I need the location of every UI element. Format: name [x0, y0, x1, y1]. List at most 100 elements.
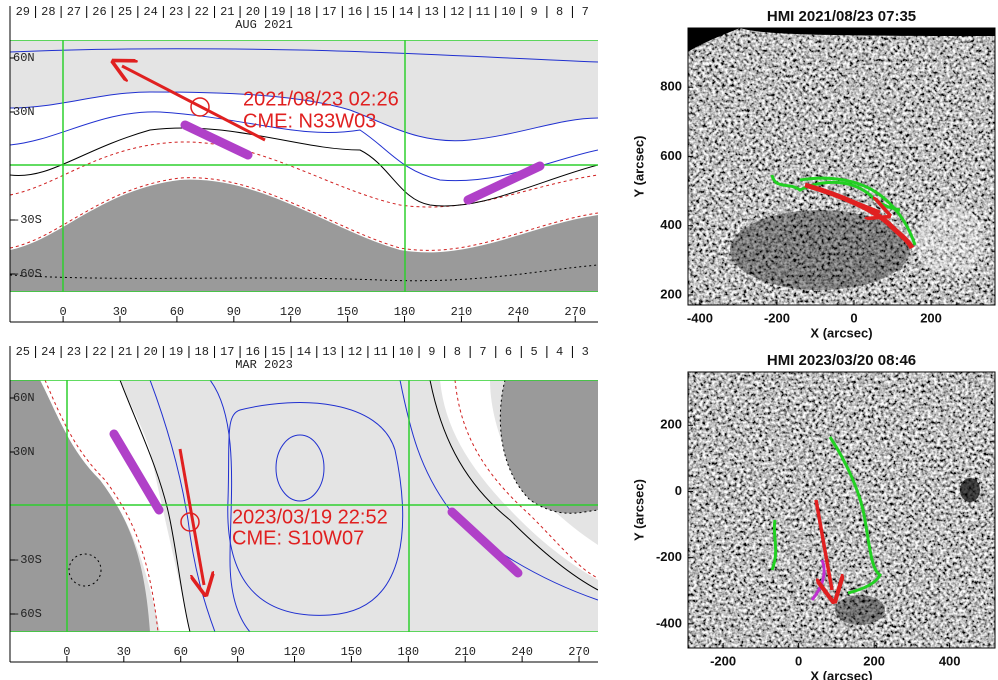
x-tick-label: 90 — [230, 645, 244, 659]
top-label: 20 — [143, 345, 157, 359]
top-label: 10 — [399, 345, 413, 359]
x-tick-label: 150 — [341, 645, 363, 659]
x-tick-label: -200 — [764, 310, 790, 325]
top-label: 25 — [16, 345, 30, 359]
y-tick-label: 60N — [13, 391, 35, 405]
top-label: 26 — [92, 5, 106, 19]
x-axis-label: X (arcsec) — [810, 325, 872, 340]
y-tick-label: -200 — [656, 549, 682, 564]
x-tick-label: 200 — [920, 310, 942, 325]
annotation: CME: S10W07 — [232, 527, 364, 549]
top-label: 5 — [530, 345, 537, 359]
top-label: 11 — [476, 5, 490, 19]
x-tick-label: -200 — [710, 653, 736, 668]
y-tick-label: -60S — [13, 607, 42, 621]
synoptic-panel: 2021/08/23 02:26 CME: N33W03 29 28 27 26 25 2… — [10, 5, 598, 322]
top-label: 14 — [399, 5, 413, 19]
y-tick-label: -30S — [13, 553, 42, 567]
top-label: 24 — [41, 345, 55, 359]
x-tick-label: 60 — [174, 645, 188, 659]
x-tick-label: 180 — [398, 645, 420, 659]
top-label: 27 — [67, 5, 81, 19]
x-tick-label: 0 — [63, 645, 70, 659]
y-tick-label: 30N — [13, 445, 35, 459]
x-axis-label: X (arcsec) — [810, 668, 872, 680]
top-label: 10 — [501, 5, 515, 19]
top-label: 6 — [505, 345, 512, 359]
top-label: 19 — [271, 5, 285, 19]
top-label: 13 — [425, 5, 439, 19]
magnetogram-image — [688, 28, 995, 305]
top-label: 17 — [322, 5, 336, 19]
top-label: 19 — [169, 345, 183, 359]
annotation: CME: N33W03 — [243, 110, 376, 132]
top-label: 16 — [348, 5, 362, 19]
annotation: 2023/03/19 22:52 — [232, 506, 388, 528]
y-tick-label: 600 — [660, 148, 682, 163]
top-label: 22 — [92, 345, 106, 359]
x-tick-label: 30 — [113, 305, 127, 319]
y-tick-label: -30S — [13, 213, 42, 227]
top-label: 16 — [246, 345, 260, 359]
figure: 2021/08/23 02:26 CME: N33W03 29282726252… — [0, 0, 998, 680]
top-label: 23 — [169, 5, 183, 19]
annotation: 2021/08/23 02:26 — [243, 88, 399, 110]
top-label: 17 — [220, 345, 234, 359]
x-tick-label: 210 — [451, 305, 473, 319]
top-label: 28 — [41, 5, 55, 19]
y-tick-label: 60N — [13, 51, 35, 65]
synoptic-panel: 2023/03/19 22:52 CME: S10W07 25 24 23 22 21 2… — [10, 345, 598, 662]
x-tick-label: 60 — [170, 305, 184, 319]
x-tick-label: 240 — [508, 305, 530, 319]
top-label: 21 — [118, 345, 132, 359]
chart-title: HMI 2021/08/23 07:35 — [767, 8, 916, 25]
magnetogram-image — [688, 372, 995, 648]
top-label: 4 — [556, 345, 563, 359]
y-tick-label: 30N — [13, 105, 35, 119]
top-label: 12 — [450, 5, 464, 19]
x-tick-label: 0 — [850, 310, 857, 325]
top-label: 18 — [297, 5, 311, 19]
top-label: 14 — [297, 345, 311, 359]
top-label: 29 — [16, 5, 30, 19]
top-label: 25 — [118, 5, 132, 19]
top-label: 13 — [322, 345, 336, 359]
y-tick-label: 0 — [675, 483, 682, 498]
date-title: AUG 2021 — [235, 18, 293, 32]
x-tick-label: 90 — [227, 305, 241, 319]
x-tick-label: 120 — [284, 645, 306, 659]
top-label: 8 — [556, 5, 563, 19]
top-label: 22 — [195, 5, 209, 19]
top-label: 7 — [479, 345, 486, 359]
x-tick-label: 240 — [511, 645, 533, 659]
date-title: MAR 2023 — [235, 358, 293, 372]
top-label: 15 — [373, 5, 387, 19]
x-tick-label: 0 — [60, 305, 67, 319]
x-tick-label: 210 — [454, 645, 476, 659]
top-label: 8 — [454, 345, 461, 359]
top-label: 24 — [143, 5, 157, 19]
top-label: 7 — [582, 5, 589, 19]
x-tick-label: 400 — [939, 653, 961, 668]
y-axis-label: Y (arcsec) — [631, 479, 646, 541]
x-tick-label: 200 — [863, 653, 885, 668]
y-tick-label: 400 — [660, 217, 682, 232]
y-tick-label: -400 — [656, 615, 682, 630]
magnetogram-panel: HMI 2023/03/20 08:46-2000200400-400-2000… — [631, 352, 995, 680]
y-tick-label: 800 — [660, 79, 682, 94]
top-label: 12 — [348, 345, 362, 359]
y-tick-label: 200 — [660, 286, 682, 301]
x-tick-label: 180 — [394, 305, 416, 319]
top-label: 23 — [67, 345, 81, 359]
x-tick-label: 30 — [117, 645, 131, 659]
top-label: 15 — [271, 345, 285, 359]
top-label: 21 — [220, 5, 234, 19]
top-label: 18 — [195, 345, 209, 359]
y-tick-label: -60S — [13, 267, 42, 281]
x-tick-label: 0 — [795, 653, 802, 668]
top-label: 9 — [428, 345, 435, 359]
x-tick-label: 270 — [564, 305, 586, 319]
x-tick-label: -400 — [687, 310, 713, 325]
x-tick-label: 150 — [337, 305, 359, 319]
y-axis-label: Y (arcsec) — [631, 136, 646, 198]
